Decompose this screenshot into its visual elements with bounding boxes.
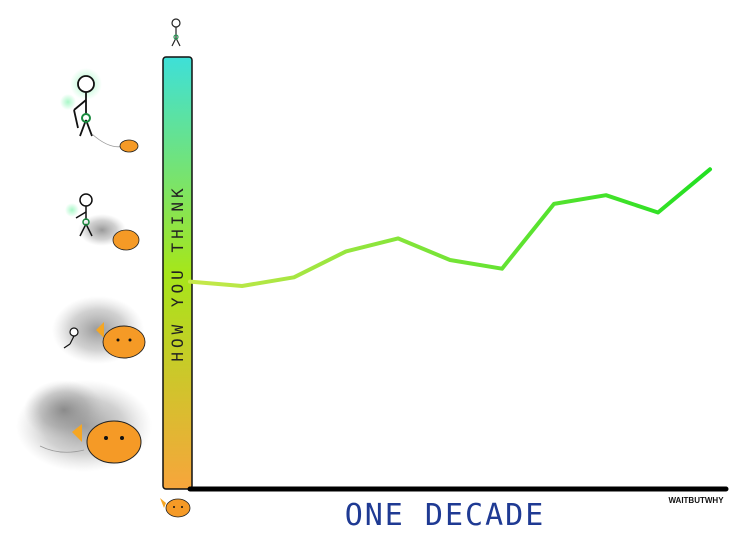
- monster-small-bottom-icon: [160, 498, 191, 518]
- y-axis-gradient-bar: [162, 56, 193, 490]
- y-axis-label: HOW YOU THINK: [168, 184, 187, 361]
- data-point-6: [500, 267, 504, 271]
- monster-heavy-smoke-icon: [16, 380, 152, 472]
- data-point-2: [292, 275, 296, 279]
- data-point-3: [344, 249, 348, 253]
- series-layer: [188, 167, 712, 288]
- data-point-1: [240, 284, 244, 288]
- stick-figure-small-top-icon: [171, 18, 181, 47]
- data-point-10: [708, 167, 712, 171]
- data-point-8: [604, 193, 608, 197]
- stick-figure-light-smoke-icon: [65, 193, 140, 251]
- data-point-4: [396, 236, 400, 240]
- series-line-0: [188, 167, 712, 288]
- data-point-9: [656, 211, 660, 215]
- data-point-0: [188, 280, 192, 284]
- monster-medium-smoke-icon: [52, 296, 146, 364]
- credit-label: WAITBUTWHY: [668, 496, 724, 505]
- stick-figure-glowing-icon: [60, 68, 139, 153]
- data-point-5: [448, 258, 452, 262]
- data-point-7: [552, 202, 556, 206]
- x-axis-label: ONE DECADE: [345, 498, 546, 533]
